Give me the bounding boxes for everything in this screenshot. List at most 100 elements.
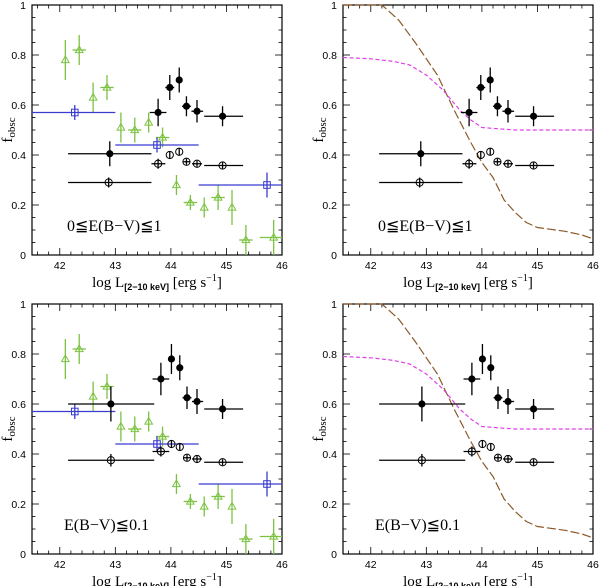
data-point — [463, 446, 481, 457]
marker-open-triangle — [102, 82, 112, 91]
marker-open-circle — [417, 456, 426, 465]
data-point — [503, 454, 513, 464]
marker-open-triangle — [241, 234, 251, 244]
data-point — [88, 381, 98, 412]
x-tick-label: 46 — [587, 559, 599, 571]
x-tick-label: 45 — [532, 260, 544, 272]
y-tick-label: 0.8 — [11, 349, 26, 361]
marker-filled-circle — [175, 76, 183, 84]
data-point — [191, 100, 204, 123]
x-axis-label-sub: [2−10 keV] — [124, 581, 169, 586]
marker-open-triangle — [171, 179, 182, 189]
data-point — [486, 442, 495, 452]
marker-open-triangle — [269, 232, 279, 241]
marker-filled-circle — [154, 108, 162, 117]
data-point — [486, 67, 494, 93]
selection-annotation: E(B−V)≦0.1 — [375, 517, 460, 534]
marker-open-triangle — [241, 533, 251, 543]
data-point — [227, 190, 237, 225]
marker-filled-circle — [183, 394, 191, 402]
y-tick-label: 1 — [331, 299, 337, 311]
data-point — [68, 454, 155, 467]
data-point — [88, 82, 98, 113]
y-tick-label: 0.6 — [322, 399, 337, 411]
x-axis-label: log L[2−10 keV] [erg s−1] — [92, 572, 222, 586]
marker-open-circle — [182, 157, 191, 166]
data-point — [144, 411, 154, 432]
x-axis-label-close: ] — [217, 275, 222, 291]
data-point — [68, 386, 155, 422]
y-tick-label: 1 — [331, 0, 337, 12]
marker-open-circle — [415, 178, 424, 187]
x-tick-label: 45 — [532, 559, 544, 571]
marker-open-triangle — [88, 391, 98, 400]
data-point — [515, 458, 555, 467]
data-point — [32, 404, 116, 419]
x-tick-label: 43 — [109, 559, 121, 571]
marker-open-circle — [182, 453, 192, 462]
marker-open-triangle — [116, 421, 126, 430]
data-point — [192, 389, 204, 414]
marker-filled-circle — [504, 397, 512, 406]
x-axis-label-main: log L — [403, 275, 435, 291]
series-circle-open — [68, 439, 244, 467]
marker-open-circle — [154, 159, 163, 168]
marker-open-circle — [529, 161, 538, 170]
marker-filled-circle — [493, 102, 502, 110]
x-axis-label: log L[2−10 keV] [erg s−1] — [403, 273, 533, 292]
data-point — [478, 439, 487, 449]
marker-filled-circle — [418, 400, 426, 408]
marker-open-triangle — [144, 416, 154, 425]
y-tick-label: 0 — [20, 549, 26, 561]
data-point — [152, 446, 170, 457]
y-tick-label: 0.4 — [11, 150, 26, 162]
y-axis-label-main: f — [311, 437, 327, 442]
x-axis-label: log L[2−10 keV] [erg s−1] — [403, 572, 533, 586]
marker-filled-circle — [487, 364, 495, 372]
model-curve-magenta — [342, 56, 593, 131]
y-tick-label: 0.8 — [322, 50, 337, 62]
marker-filled-circle — [218, 112, 227, 120]
x-tick-label: 46 — [587, 260, 599, 272]
data-point — [171, 474, 182, 494]
marker-open-triangle — [130, 423, 140, 433]
y-tick-label: 0.2 — [322, 200, 337, 212]
data-point — [176, 355, 184, 381]
marker-open-triangle — [88, 92, 98, 101]
series-square-open — [32, 404, 282, 497]
data-point — [128, 117, 142, 143]
data-point — [204, 106, 244, 127]
marker-open-triangle — [213, 192, 223, 201]
data-point — [199, 496, 209, 517]
marker-open-circle — [476, 150, 485, 160]
data-point — [239, 524, 253, 554]
data-point — [116, 411, 126, 442]
data-point — [192, 454, 202, 464]
data-point — [379, 454, 466, 467]
series-circle-filled — [68, 344, 244, 422]
marker-open-triangle — [269, 531, 279, 540]
marker-open-circle — [175, 147, 184, 156]
data-point — [182, 453, 192, 462]
series-triangle-open — [60, 334, 282, 554]
data-point — [460, 98, 478, 127]
data-point — [493, 386, 503, 409]
y-tick-label: 0.6 — [11, 100, 26, 112]
data-point — [192, 159, 202, 168]
data-point — [68, 141, 152, 167]
x-axis-label-sup: −1 — [517, 572, 528, 583]
marker-filled-circle — [193, 397, 201, 406]
y-axis-label-main: f — [0, 138, 16, 143]
marker-filled-circle — [529, 405, 538, 413]
marker-filled-circle — [107, 400, 115, 408]
marker-open-circle — [218, 161, 227, 170]
data-point — [128, 416, 142, 442]
marker-open-square — [263, 480, 271, 488]
marker-open-circle — [175, 442, 184, 452]
x-axis-label-unit: [erg s — [169, 275, 206, 291]
series-triangle-open — [60, 35, 282, 255]
marker-filled-circle — [477, 83, 485, 92]
panel-2: 42 43 44 45 46 0 0.2 0.4 0.6 0.8 1 log L[2−10 keV] … — [311, 0, 599, 292]
data-point — [503, 389, 515, 414]
marker-open-circle — [529, 458, 538, 467]
